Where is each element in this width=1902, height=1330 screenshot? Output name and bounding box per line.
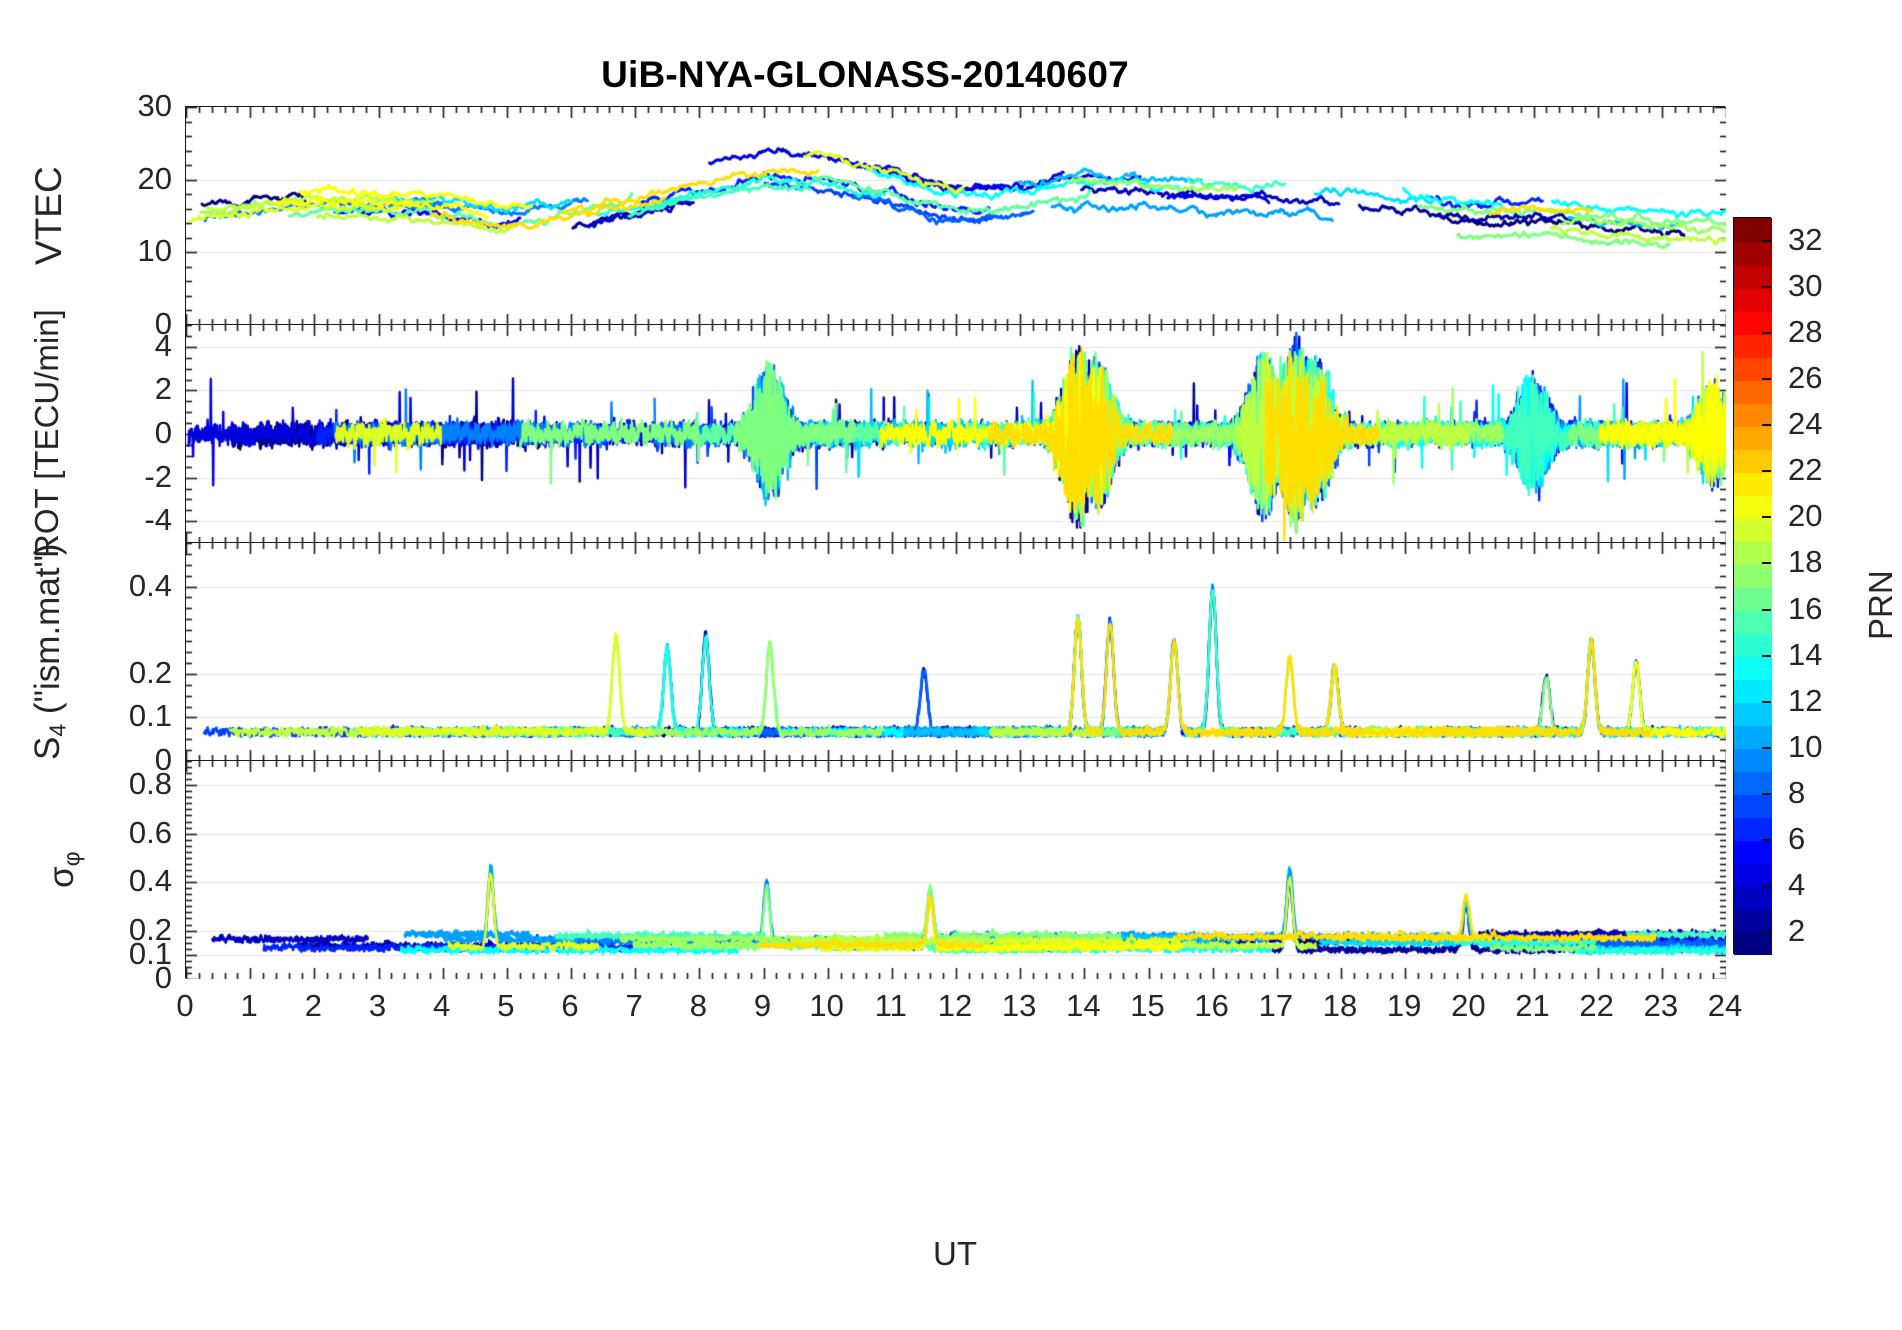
- rot-plot-canvas: [186, 325, 1726, 543]
- s4-ytick-label: 0.4: [128, 567, 172, 603]
- x-tick-label: 19: [1386, 988, 1422, 1023]
- x-tick-label: 18: [1322, 988, 1358, 1023]
- colorbar-tick-label: 4: [1788, 866, 1806, 902]
- colorbar-tick-label: 8: [1788, 774, 1806, 810]
- rot-axis-title: ROT [TECU/min]: [28, 308, 65, 558]
- colorbar-tick-label: 28: [1788, 314, 1823, 350]
- colorbar-label: PRN: [1862, 570, 1899, 640]
- colorbar-tick-label: 14: [1788, 636, 1823, 672]
- x-tick-label: 17: [1258, 988, 1294, 1023]
- x-tick-label: 4: [433, 988, 451, 1023]
- x-tick-label: 14: [1066, 988, 1101, 1023]
- x-tick-label: 13: [1001, 988, 1037, 1023]
- panel-sigma-phi: [185, 760, 1726, 979]
- vtec-ytick-label: 0: [154, 306, 172, 341]
- colorbar-tick-label: 20: [1788, 498, 1823, 534]
- colorbar-tick-label: 16: [1788, 590, 1823, 626]
- colorbar-tick-mark: [1762, 608, 1771, 611]
- s4-plot-canvas: [186, 543, 1726, 761]
- colorbar-tick-label: 30: [1788, 268, 1823, 304]
- vtec-plot-canvas: [186, 107, 1726, 325]
- x-tick-label: 23: [1643, 988, 1679, 1023]
- rot-ytick-label: 2: [154, 371, 172, 407]
- vtec-axis-title: VTEC: [28, 165, 69, 265]
- x-tick-label: 6: [561, 988, 579, 1023]
- x-tick-label: 16: [1194, 988, 1229, 1023]
- colorbar-tick-mark: [1762, 286, 1771, 289]
- sp-ytick-label: 0.4: [128, 863, 172, 899]
- x-tick-label: 24: [1707, 988, 1743, 1023]
- x-tick-label: 5: [497, 988, 515, 1023]
- s4-ytick-label: 0: [154, 742, 172, 777]
- colorbar-tick-mark: [1762, 516, 1771, 519]
- panel-vtec: [185, 106, 1726, 325]
- s4-ytick-label: 0.2: [128, 654, 172, 690]
- x-tick-label: 0: [176, 988, 194, 1023]
- colorbar-tick-mark: [1762, 470, 1771, 473]
- colorbar-tick-mark: [1762, 700, 1771, 703]
- rot-ytick-label: 4: [154, 327, 172, 363]
- colorbar-tick-label: 6: [1788, 820, 1806, 856]
- colorbar-tick-mark: [1762, 838, 1771, 841]
- colorbar-tick-label: 24: [1788, 406, 1823, 442]
- x-tick-label: 2: [304, 988, 322, 1023]
- colorbar: [1733, 217, 1772, 955]
- panel-rot: [185, 324, 1726, 543]
- x-tick-label: 10: [809, 988, 844, 1023]
- x-tick-label: 3: [368, 988, 387, 1023]
- colorbar-tick-label: 2: [1788, 912, 1806, 948]
- rot-ytick-label: -2: [144, 458, 172, 494]
- colorbar-tick-mark: [1762, 240, 1771, 243]
- x-tick-label: 1: [240, 988, 258, 1023]
- x-tick-label: 12: [937, 988, 973, 1023]
- colorbar-tick-mark: [1762, 332, 1771, 335]
- sp-ytick-label: 0.6: [128, 814, 172, 850]
- colorbar-tick-mark: [1762, 654, 1771, 657]
- x-tick-label: 9: [753, 988, 772, 1023]
- sp-ytick-label: 0: [154, 960, 172, 995]
- colorbar-tick-label: 12: [1788, 682, 1823, 718]
- colorbar-canvas: [1734, 218, 1772, 955]
- colorbar-tick-label: 10: [1788, 728, 1823, 764]
- colorbar-tick-label: 22: [1788, 452, 1823, 488]
- x-tick-label: 7: [625, 988, 643, 1023]
- colorbar-tick-label: 32: [1788, 222, 1823, 258]
- sigma-phi-axis-title: σφ: [42, 850, 85, 888]
- s4-ytick-label: 0.1: [128, 698, 172, 734]
- colorbar-tick-label: 18: [1788, 544, 1823, 580]
- vtec-ytick-label: 30: [137, 88, 172, 123]
- figure-title: UiB-NYA-GLONASS-20140607: [601, 54, 1129, 95]
- x-tick-label: 22: [1579, 988, 1614, 1023]
- x-tick-label: 11: [874, 988, 907, 1023]
- sigma-phi-plot-canvas: [186, 761, 1726, 979]
- colorbar-tick-mark: [1762, 562, 1771, 565]
- x-tick-label: 20: [1451, 988, 1486, 1023]
- colorbar-tick-mark: [1762, 930, 1771, 933]
- panel-s4: [185, 542, 1726, 761]
- x-axis-label: UT: [933, 1235, 977, 1272]
- colorbar-tick-mark: [1762, 424, 1771, 427]
- sp-ytick-label: 0.8: [128, 766, 172, 802]
- colorbar-tick-label: 26: [1788, 360, 1823, 396]
- sp-ytick-label: 0.1: [128, 935, 172, 971]
- sp-ytick-label: 0.2: [128, 911, 172, 947]
- colorbar-tick-mark: [1762, 378, 1771, 381]
- colorbar-tick-mark: [1762, 792, 1771, 795]
- colorbar-tick-mark: [1762, 884, 1771, 887]
- vtec-ytick-label: 10: [137, 233, 172, 269]
- x-tick-label: 15: [1130, 988, 1165, 1023]
- x-tick-label: 21: [1515, 988, 1550, 1023]
- s4-axis-title: S4 ("ism.mat"): [28, 542, 71, 760]
- vtec-ytick-label: 20: [137, 160, 172, 196]
- rot-ytick-label: -4: [144, 502, 172, 538]
- rot-ytick-label: 0: [154, 415, 172, 450]
- x-tick-label: 8: [689, 988, 707, 1023]
- colorbar-tick-mark: [1762, 746, 1771, 749]
